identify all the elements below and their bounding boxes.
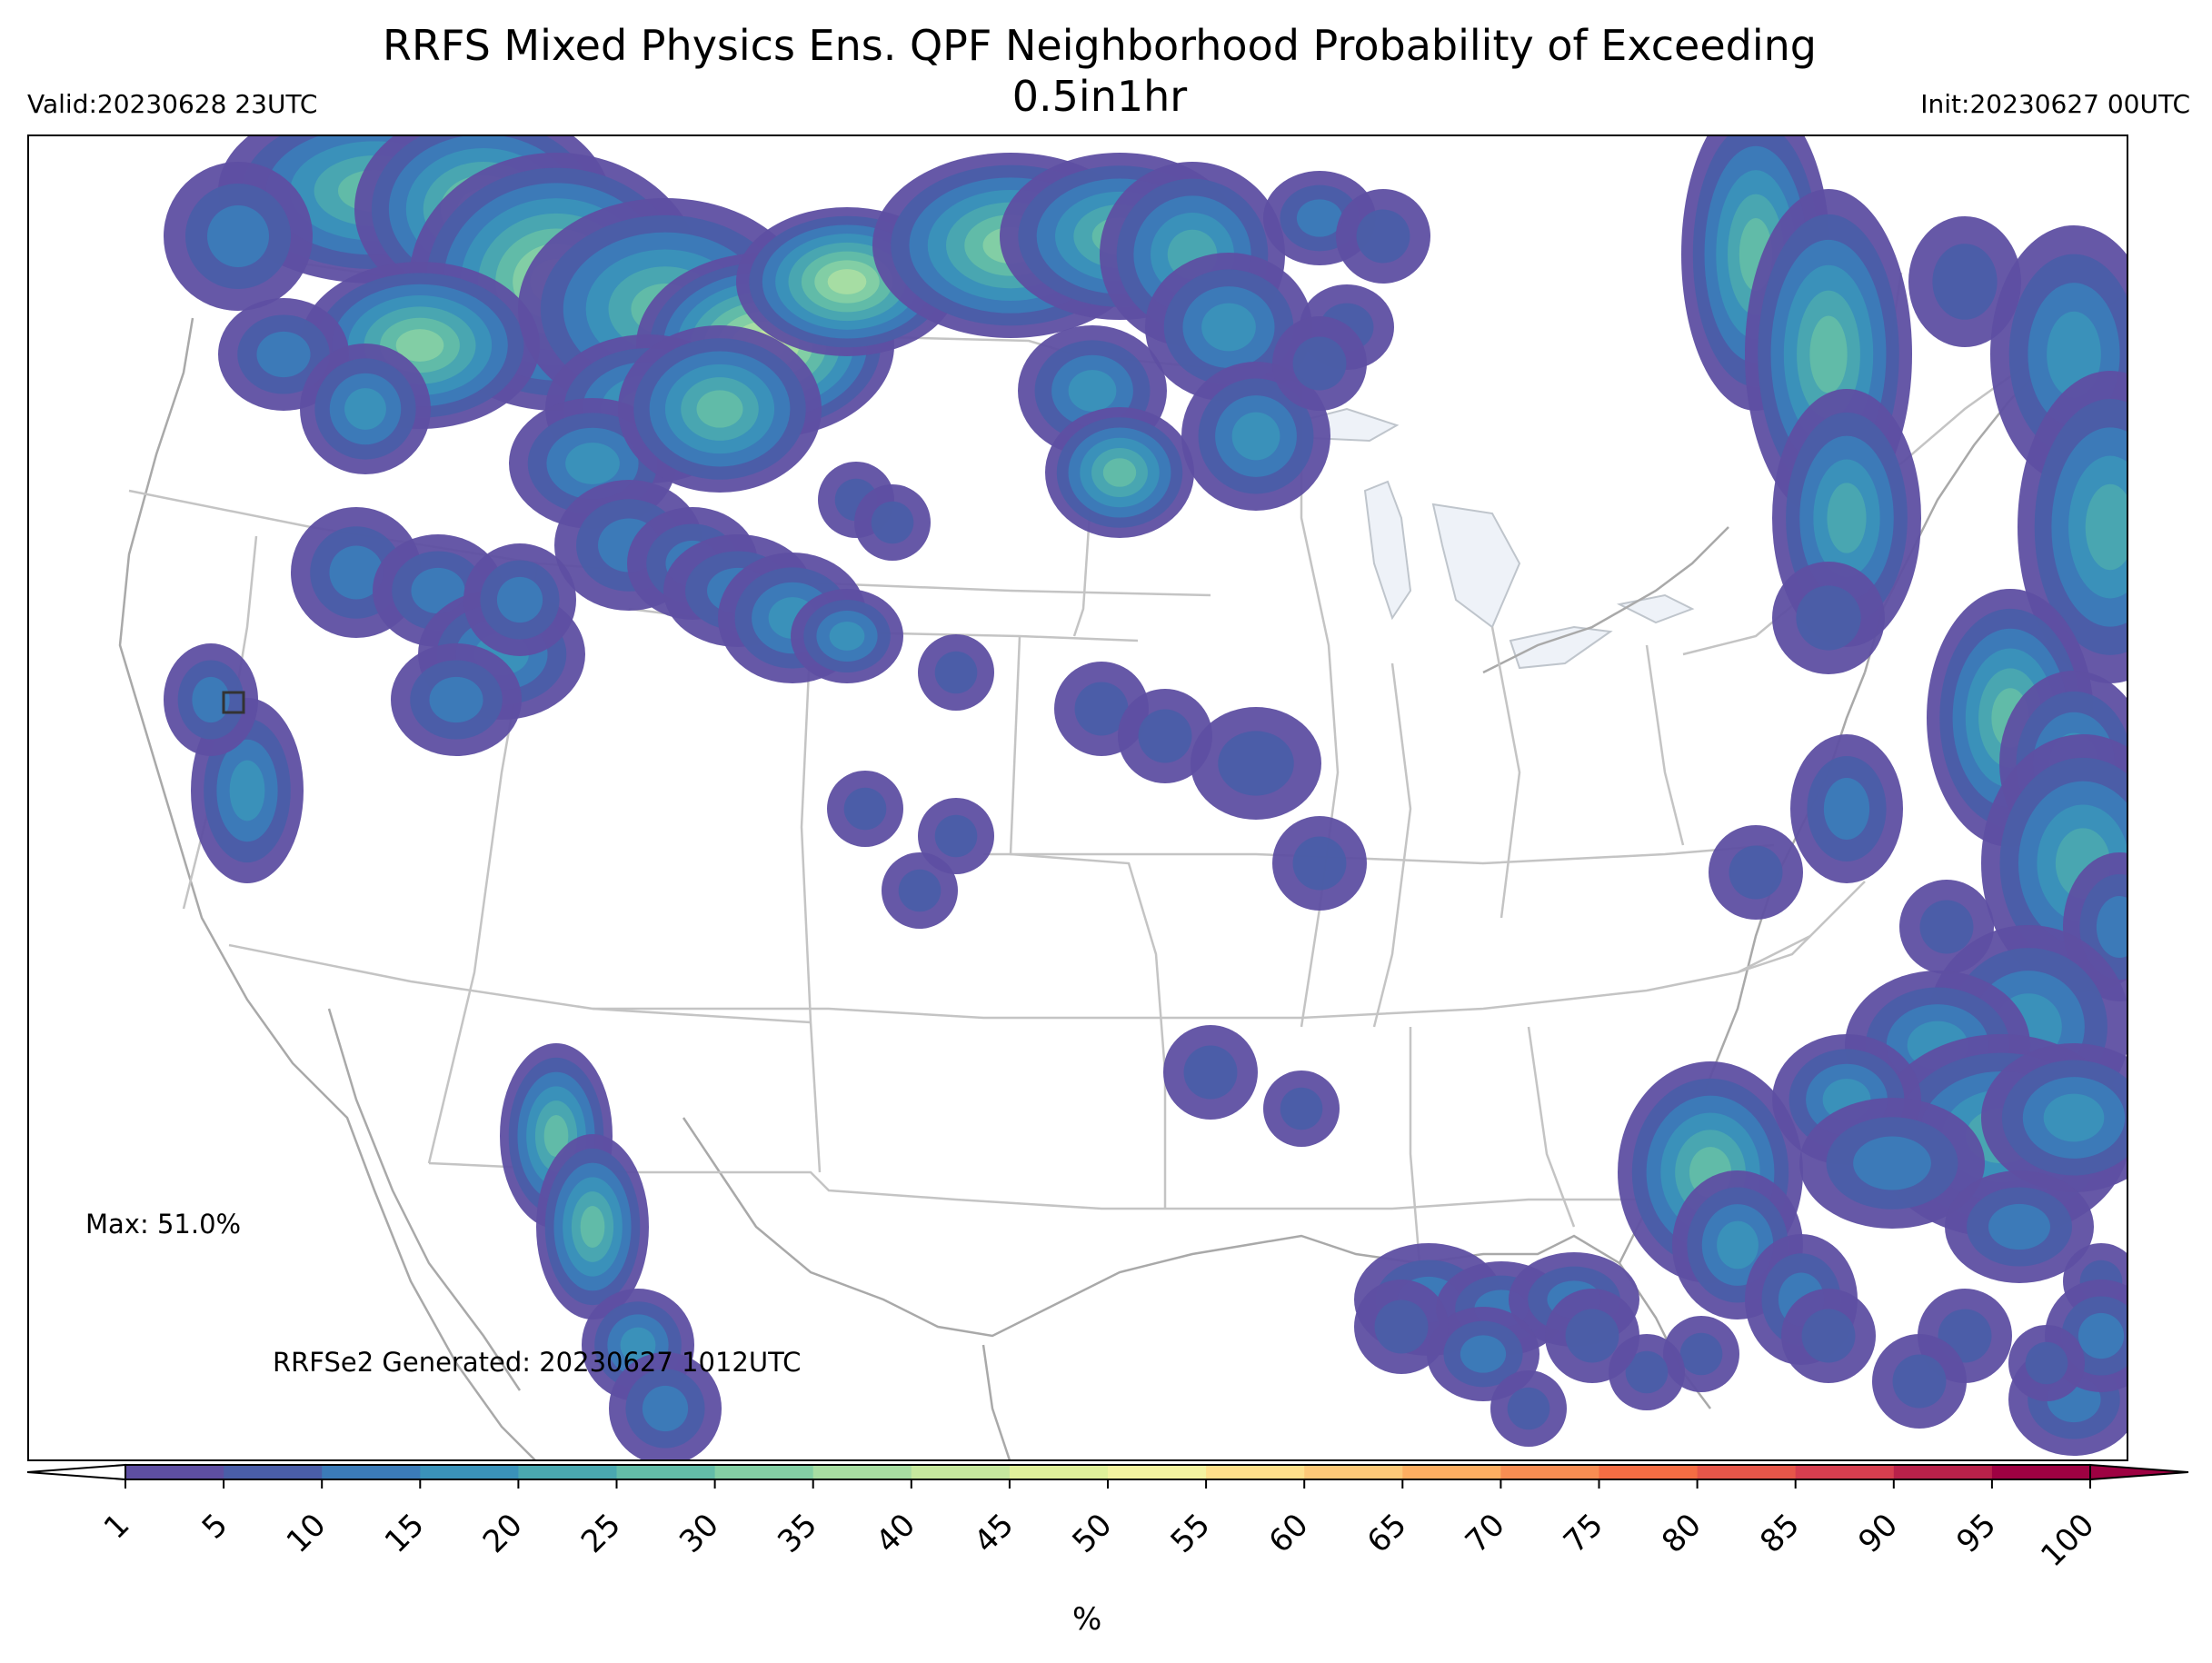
probability-contours xyxy=(164,136,2127,1459)
colorbar-tick-label: 40 xyxy=(869,1507,922,1560)
colorbar-extend-max xyxy=(2089,1463,2189,1481)
max-value-label: Max: 51.0% xyxy=(85,1209,242,1240)
colorbar-swatch xyxy=(1402,1465,1501,1479)
colorbar-swatch xyxy=(322,1465,421,1479)
init-time-label: Init:20230627 00UTC xyxy=(1920,89,2190,119)
valid-time-label: Valid:20230628 23UTC xyxy=(27,89,318,119)
colorbar-tick-label: 15 xyxy=(378,1507,432,1560)
colorbar-swatch xyxy=(911,1465,1011,1479)
colorbar-tick-label: 1 xyxy=(97,1507,137,1547)
colorbar-tick-label: 45 xyxy=(967,1507,1021,1560)
colorbar-swatch xyxy=(616,1465,716,1479)
colorbar-tick-label: 25 xyxy=(574,1507,628,1560)
colorbar-swatch xyxy=(1500,1465,1599,1479)
colorbar-swatch xyxy=(812,1465,912,1479)
colorbar-tick-label: 90 xyxy=(1851,1507,1905,1560)
colorbar-extend-min xyxy=(26,1463,126,1481)
colorbar-swatch xyxy=(1206,1465,1305,1479)
colorbar-tick-label: 100 xyxy=(2034,1507,2101,1574)
colorbar-tick-label: 95 xyxy=(1949,1507,2003,1560)
colorbar-tick-label: 70 xyxy=(1459,1507,1512,1560)
lakes-fill xyxy=(1291,407,1695,670)
colorbar-tick-label: 5 xyxy=(195,1507,235,1547)
colorbar-swatch xyxy=(714,1465,814,1479)
colorbar-tick-label: 85 xyxy=(1753,1507,1807,1560)
colorbar-tick-label: 35 xyxy=(771,1507,824,1560)
colorbar-swatch xyxy=(1599,1465,1699,1479)
colorbar-tick-label: 30 xyxy=(673,1507,726,1560)
colorbar-swatch xyxy=(1697,1465,1797,1479)
colorbar-swatch xyxy=(125,1465,224,1479)
colorbar-swatch xyxy=(224,1465,323,1479)
colorbar-tick-label: 10 xyxy=(280,1507,334,1560)
colorbar-swatch xyxy=(518,1465,617,1479)
colorbar-swatch xyxy=(420,1465,519,1479)
map-panel[interactable] xyxy=(27,134,2128,1461)
colorbar-swatch xyxy=(1795,1465,1895,1479)
colorbar-swatch xyxy=(1991,1465,2091,1479)
colorbar-unit-label: % xyxy=(1072,1601,1102,1638)
colorbar-tick-label: 50 xyxy=(1065,1507,1119,1560)
square-marker xyxy=(222,691,245,714)
colorbar-swatch xyxy=(1108,1465,1207,1479)
colorbar-tick-label: 20 xyxy=(476,1507,530,1560)
map-canvas xyxy=(118,136,2127,1459)
colorbar-tick-label: 55 xyxy=(1164,1507,1218,1560)
colorbar-swatch xyxy=(1009,1465,1109,1479)
colorbar-tick-label: 75 xyxy=(1557,1507,1610,1560)
colorbar-swatch xyxy=(1893,1465,1993,1479)
colorbar-tick-label: 65 xyxy=(1360,1507,1414,1560)
colorbar-swatch xyxy=(1304,1465,1403,1479)
map-title: RRFS Mixed Physics Ens. QPF Neighborhood… xyxy=(383,21,1817,121)
generated-label: RRFSe2 Generated: 20230627 1012UTC xyxy=(273,1347,802,1378)
colorbar-tick-label: 80 xyxy=(1655,1507,1709,1560)
colorbar-tick-label: 60 xyxy=(1262,1507,1316,1560)
